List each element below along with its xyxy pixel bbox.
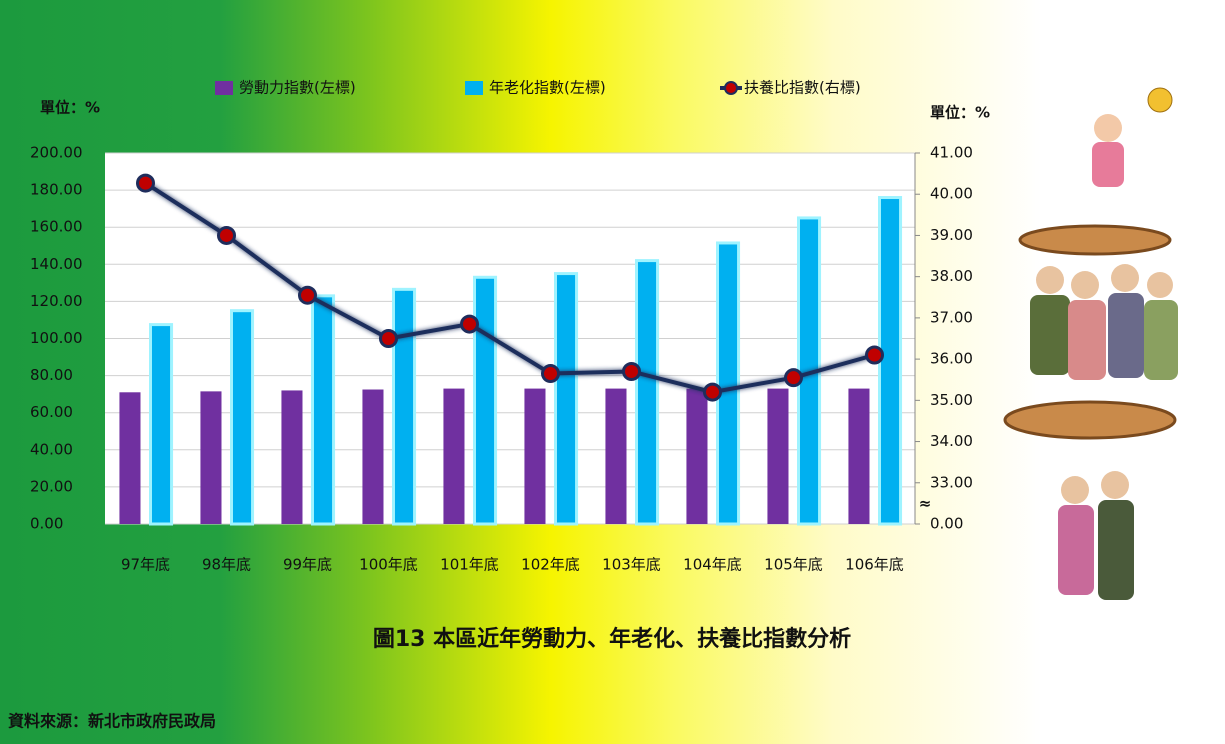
line-marker: [298, 285, 317, 305]
x-tick-label: 97年底: [121, 556, 170, 574]
y2-tick-label: 35.00: [930, 391, 973, 409]
bar: [281, 390, 303, 524]
bar: [716, 241, 741, 526]
bar: [230, 309, 255, 526]
bar: [473, 275, 498, 526]
chart-title: 圖13 本區近年勞動力、年老化、扶養比指數分析: [373, 626, 851, 652]
bar: [362, 389, 384, 524]
legend-label: 年老化指數(左標): [489, 79, 606, 97]
line-marker: [136, 173, 155, 193]
line-marker: [379, 329, 398, 348]
line-marker: [784, 368, 803, 388]
x-tick-label: 100年底: [359, 556, 418, 574]
y2-tick-label: 0.00: [930, 515, 963, 533]
legend-swatch: [465, 81, 483, 95]
y2-axis-unit: 單位：%: [930, 104, 990, 122]
y-tick-label: 100.00: [30, 329, 83, 347]
line-marker: [865, 345, 884, 365]
x-tick-label: 102年底: [521, 556, 580, 574]
y2-tick-label: 33.00: [930, 473, 973, 491]
line-marker: [703, 382, 722, 402]
legend-label: 扶養比指數(右標): [744, 79, 861, 97]
x-tick-label: 99年底: [283, 556, 332, 574]
x-tick-label: 106年底: [845, 556, 904, 574]
y2-tick-label: 34.00: [930, 432, 973, 450]
y-tick-label: 180.00: [30, 181, 83, 199]
line-marker: [217, 225, 236, 245]
bar: [311, 294, 336, 526]
y-tick-label: 20.00: [30, 477, 73, 495]
bar: [848, 388, 870, 524]
y2-tick-label: 37.00: [930, 308, 973, 326]
source-note: 資料來源：新北市政府民政局: [8, 712, 216, 731]
bar: [767, 388, 789, 524]
bar: [200, 391, 222, 524]
y2-tick-label: 41.00: [930, 144, 973, 162]
y-tick-label: 160.00: [30, 218, 83, 236]
x-tick-label: 98年底: [202, 556, 251, 574]
bar: [635, 259, 660, 526]
line: [144, 181, 876, 395]
y-tick-label: 120.00: [30, 292, 83, 310]
bar: [605, 388, 627, 524]
line-marker: [622, 361, 641, 381]
y-axis-unit: 單位：%: [40, 99, 100, 117]
bar: [554, 272, 579, 526]
illustration: [1003, 87, 1178, 600]
x-tick-label: 101年底: [440, 556, 499, 574]
line-marker: [541, 364, 560, 384]
legend-label: 勞動力指數(左標): [239, 79, 356, 97]
bar: [119, 392, 141, 524]
x-tick-label: 103年底: [602, 556, 661, 574]
line-marker: [460, 314, 479, 334]
bar: [443, 388, 465, 524]
y-tick-label: 140.00: [30, 255, 83, 273]
bar: [878, 196, 903, 526]
bar: [392, 287, 417, 526]
y-tick-label: 80.00: [30, 366, 73, 384]
axis-break: ≈: [919, 495, 932, 513]
y-tick-label: 200.00: [30, 144, 83, 162]
y2-tick-label: 40.00: [930, 185, 973, 203]
y-tick-label: 0.00: [30, 515, 63, 533]
bar: [686, 388, 708, 524]
x-tick-label: 104年底: [683, 556, 742, 574]
bar: [524, 388, 546, 524]
y2-tick-label: 38.00: [930, 267, 973, 285]
x-tick-label: 105年底: [764, 556, 823, 574]
y-tick-label: 40.00: [30, 440, 73, 458]
y2-tick-label: 39.00: [930, 226, 973, 244]
y-tick-label: 60.00: [30, 403, 73, 421]
legend-swatch: [215, 81, 233, 95]
legend-swatch: [724, 81, 738, 95]
y2-tick-label: 36.00: [930, 350, 973, 368]
bar: [149, 323, 174, 526]
